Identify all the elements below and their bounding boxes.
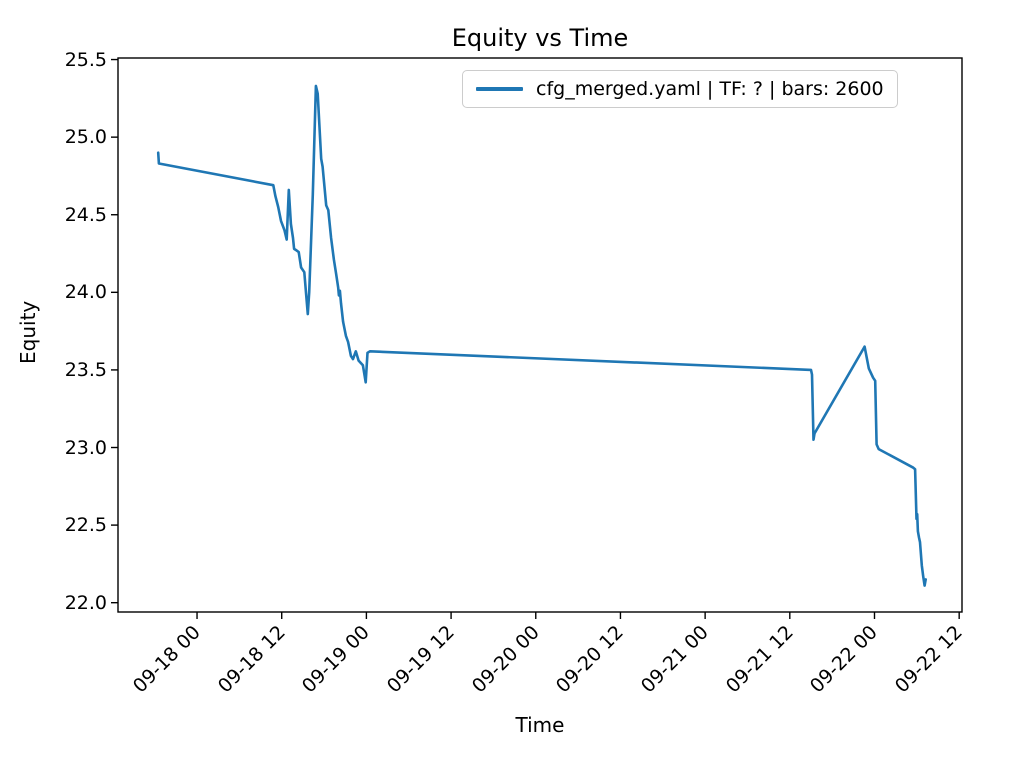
y-tick-label: 22.5 [64,514,107,537]
y-tick-marks [111,58,118,604]
y-tick-label: 22.0 [64,591,107,614]
x-axis-label: Time [515,713,565,737]
y-tick-label: 25.0 [64,126,107,149]
y-tick-label: 24.5 [64,203,107,226]
equity-line-series [156,84,928,587]
y-axis-label: Equity [16,300,40,364]
plot-frame [117,57,963,613]
y-tick-label: 23.5 [64,358,107,381]
y-tick-label: 24.0 [64,281,107,304]
legend-entry-label: cfg_merged.yaml | TF: ? | bars: 2600 [536,78,884,100]
chart-title: Equity vs Time [451,24,629,52]
legend: cfg_merged.yaml | TF: ? | bars: 2600 [462,70,898,108]
y-tick-label: 25.5 [64,48,107,71]
x-tick-marks [196,612,960,619]
y-tick-label: 23.0 [64,436,107,459]
legend-line-swatch-icon [476,87,523,91]
